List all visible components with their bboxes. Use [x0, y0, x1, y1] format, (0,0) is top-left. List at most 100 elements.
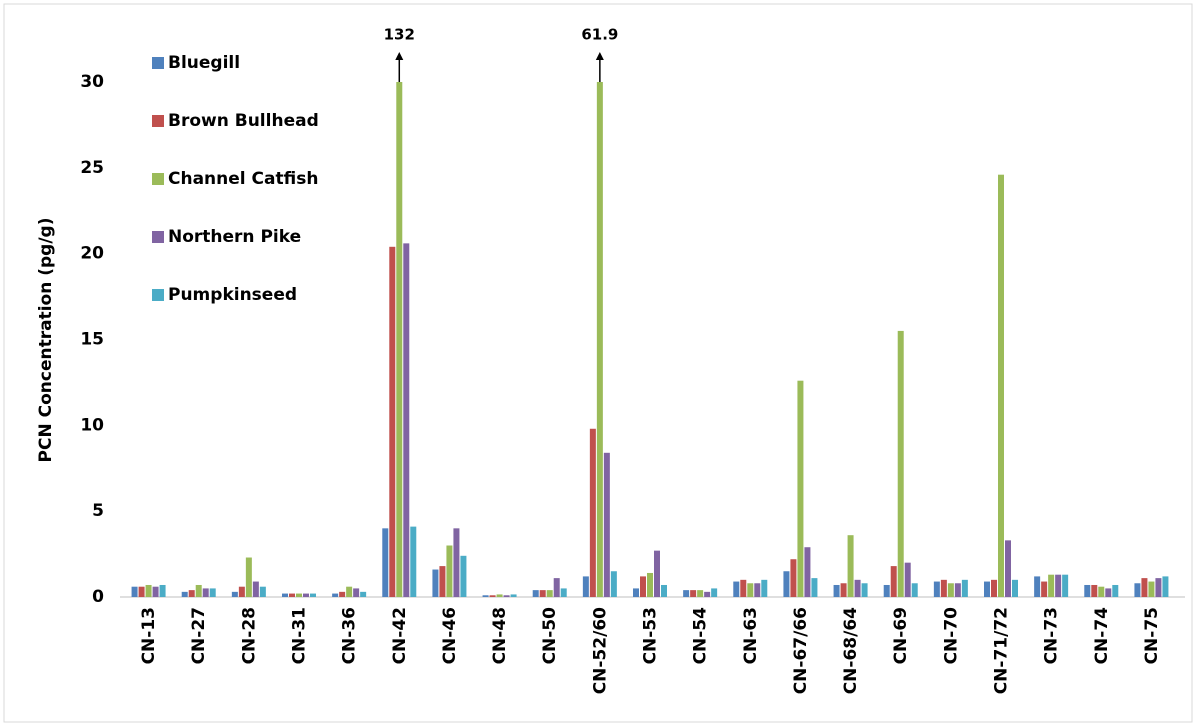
bar	[410, 526, 417, 597]
x-tick-label: CN-31	[290, 607, 310, 664]
bar	[961, 579, 968, 597]
bar	[553, 578, 560, 597]
bar	[654, 550, 660, 597]
y-tick-label: 20	[80, 244, 104, 264]
x-tick-label: CN-53	[641, 607, 661, 664]
bar	[360, 591, 367, 597]
bar	[740, 579, 747, 597]
bar	[833, 584, 840, 597]
x-tick-label: CN-75	[1142, 607, 1162, 664]
bar	[783, 571, 790, 597]
bar	[804, 547, 811, 597]
legend-label: Northern Pike	[168, 227, 301, 247]
bar	[1005, 540, 1011, 597]
bar	[1134, 583, 1141, 597]
x-tick-label: CN-74	[1092, 607, 1112, 665]
bar	[998, 174, 1004, 597]
bar	[159, 584, 166, 597]
data-label: 61.9	[581, 26, 618, 44]
x-tick-label: CN-13	[139, 607, 159, 664]
bar	[138, 586, 145, 597]
bar	[188, 590, 195, 597]
bar	[339, 591, 346, 597]
bar	[1012, 579, 1018, 597]
bar	[446, 545, 453, 597]
x-tick-label: CN-48	[490, 607, 510, 664]
bar	[532, 590, 539, 597]
bar	[1112, 584, 1119, 597]
bar	[303, 593, 309, 597]
bar	[661, 584, 667, 597]
bar	[797, 380, 804, 597]
bar	[1055, 574, 1062, 597]
x-tick-label: CN-46	[440, 607, 460, 664]
legend-label: Brown Bullhead	[168, 111, 319, 131]
x-tick-label: CN-28	[239, 607, 259, 664]
bar	[310, 593, 316, 597]
bar	[152, 586, 159, 597]
bar	[1034, 576, 1041, 597]
y-tick-label: 0	[92, 587, 104, 607]
bar	[503, 595, 510, 597]
legend-swatch	[152, 115, 164, 127]
legend-swatch	[152, 231, 164, 243]
bar	[840, 583, 847, 597]
bar	[911, 583, 918, 597]
bar	[1162, 576, 1169, 597]
bar	[1091, 584, 1098, 597]
bar	[238, 586, 245, 597]
y-tick-label: 5	[92, 501, 104, 521]
x-tick-label: CN-68/64	[841, 607, 861, 694]
bar	[539, 590, 546, 597]
legend-label: Pumpkinseed	[168, 285, 297, 305]
bar	[690, 590, 697, 597]
bar	[683, 590, 690, 597]
bar	[489, 595, 496, 597]
x-tick-label: CN-69	[891, 607, 911, 664]
x-tick-label: CN-27	[189, 607, 209, 664]
arrow-head	[395, 52, 404, 60]
x-tick-label: CN-71/72	[992, 607, 1012, 694]
bar	[589, 428, 596, 597]
x-tick-label: CN-50	[540, 607, 560, 665]
bar	[252, 581, 259, 597]
bar	[510, 594, 517, 597]
legend-label: Bluegill	[168, 53, 240, 73]
bar	[439, 566, 446, 597]
bar	[282, 593, 288, 597]
bar	[353, 588, 360, 597]
bar	[697, 590, 704, 597]
bar	[453, 528, 460, 597]
bar	[396, 82, 403, 597]
bar	[883, 584, 890, 597]
bar	[711, 588, 718, 597]
bar	[603, 452, 610, 597]
x-tick-label: CN-70	[941, 607, 961, 665]
legend-swatch	[152, 57, 164, 69]
bar	[482, 595, 489, 597]
bar	[610, 571, 617, 597]
bar	[202, 588, 209, 597]
x-tick-label: CN-67/66	[791, 607, 811, 694]
bar	[1148, 581, 1155, 597]
bar	[1084, 584, 1091, 597]
bar	[145, 584, 152, 597]
bar	[596, 82, 603, 597]
bar	[640, 576, 646, 597]
bar	[947, 583, 954, 597]
bar	[904, 562, 911, 597]
x-tick-label: CN-54	[691, 607, 711, 665]
bar	[231, 591, 238, 597]
arrow-head	[595, 52, 604, 60]
bar	[582, 576, 589, 597]
bar	[847, 535, 854, 597]
bar	[897, 330, 904, 597]
bar	[346, 586, 353, 597]
bar	[1048, 574, 1055, 597]
bar	[647, 572, 653, 597]
bar	[1105, 588, 1112, 597]
bar	[296, 593, 302, 597]
bar	[761, 579, 768, 597]
bar	[940, 579, 947, 597]
